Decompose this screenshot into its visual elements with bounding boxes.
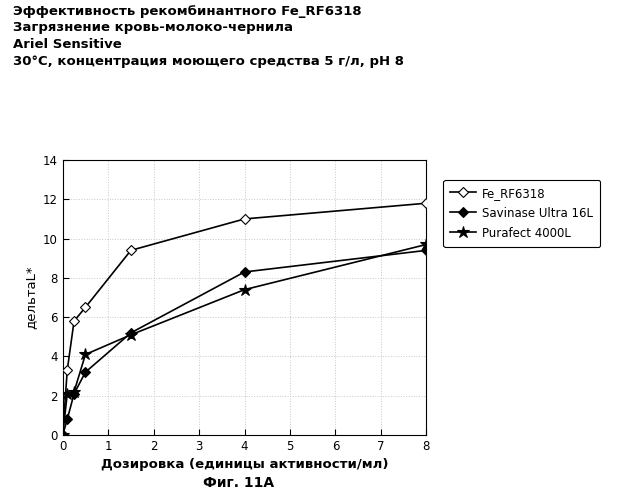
Fe_RF6318 — [59, 432, 66, 438]
Savinase Ultra 16L — [70, 391, 78, 397]
Legend: Fe_RF6318, Savinase Ultra 16L, Purafect 4000L: Fe_RF6318, Savinase Ultra 16L, Purafect … — [443, 180, 600, 247]
Purafect 4000L — [423, 242, 430, 248]
Fe_RF6318 — [127, 248, 135, 254]
Line: Fe_RF6318: Fe_RF6318 — [59, 200, 430, 438]
Savinase Ultra 16L — [59, 432, 66, 438]
Fe_RF6318 — [82, 304, 89, 310]
Fe_RF6318 — [423, 200, 430, 206]
Purafect 4000L — [241, 286, 248, 292]
Fe_RF6318 — [241, 216, 248, 222]
Savinase Ultra 16L — [423, 248, 430, 254]
Savinase Ultra 16L — [241, 269, 248, 275]
Savinase Ultra 16L — [127, 330, 135, 336]
Purafect 4000L — [63, 391, 71, 397]
Text: Фиг. 11А: Фиг. 11А — [203, 476, 274, 490]
Fe_RF6318 — [63, 367, 71, 373]
Savinase Ultra 16L — [63, 416, 71, 422]
Fe_RF6318 — [70, 318, 78, 324]
Purafect 4000L — [70, 389, 78, 395]
Text: Эффективность рекомбинантного Fe_RF6318
Загрязнение кровь-молоко-чернила
Ariel S: Эффективность рекомбинантного Fe_RF6318 … — [13, 5, 404, 68]
X-axis label: Дозировка (единицы активности/мл): Дозировка (единицы активности/мл) — [101, 458, 388, 471]
Purafect 4000L — [127, 332, 135, 338]
Line: Savinase Ultra 16L: Savinase Ultra 16L — [59, 247, 430, 438]
Purafect 4000L — [59, 432, 66, 438]
Purafect 4000L — [82, 352, 89, 358]
Savinase Ultra 16L — [82, 369, 89, 375]
Y-axis label: дельтаL*: дельтаL* — [24, 266, 37, 330]
Line: Purafect 4000L: Purafect 4000L — [56, 238, 433, 441]
